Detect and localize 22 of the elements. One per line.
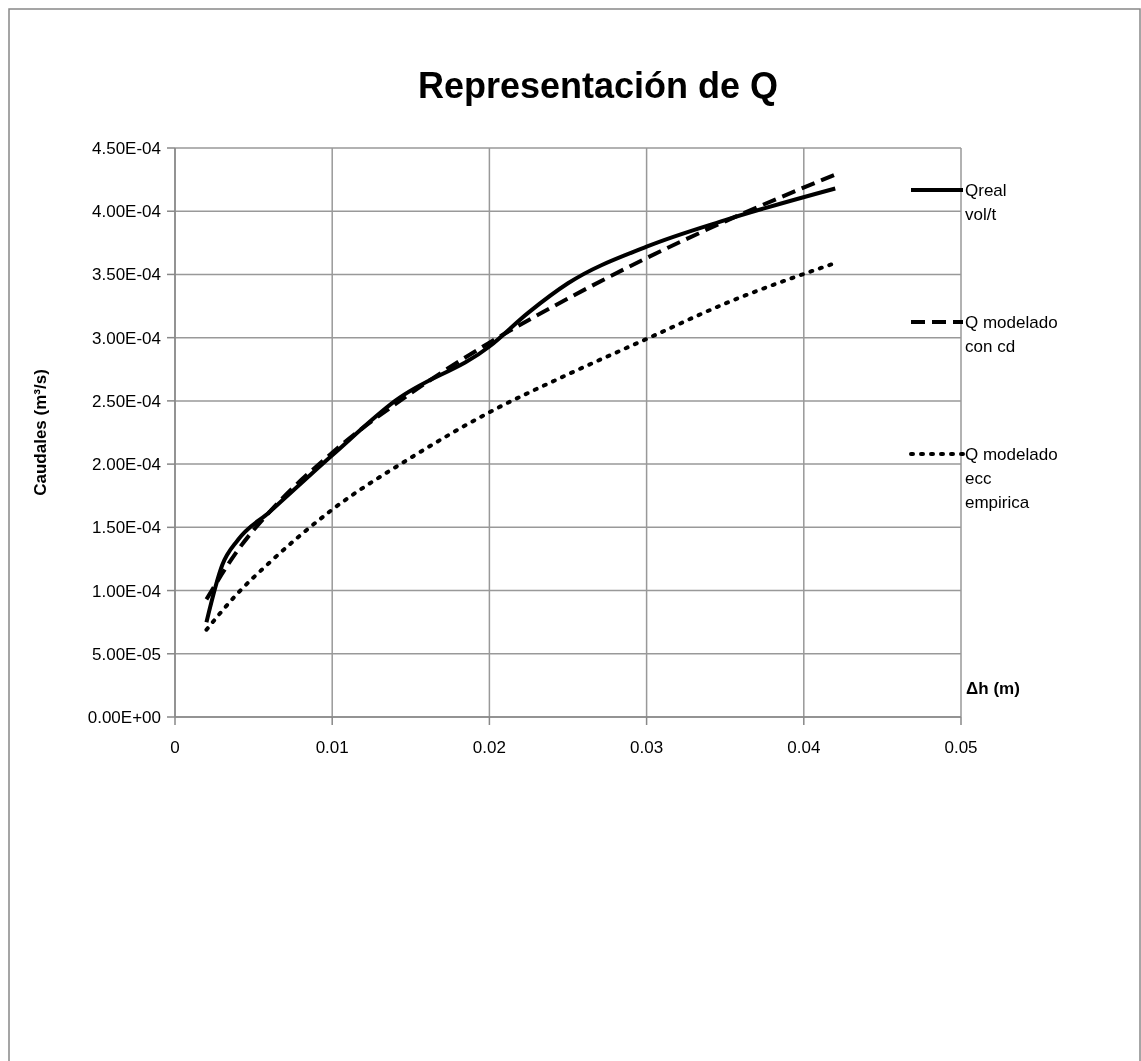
- legend-label: Q modelado con cd: [965, 312, 1058, 356]
- legend-label: Q modelado ecc empirica: [965, 444, 1058, 512]
- legend-label: Qreal vol/t: [965, 180, 1007, 224]
- y-tick-label: 3.00E-04: [92, 328, 161, 348]
- x-axis-title: Δh (m): [966, 679, 1020, 698]
- y-tick-label: 1.50E-04: [92, 518, 161, 538]
- x-tick-label: 0: [170, 738, 180, 757]
- x-tick-label: 0.01: [315, 738, 349, 757]
- chart-title: Representación de Q: [417, 65, 779, 106]
- x-tick-label: 0.03: [630, 738, 664, 757]
- y-tick-label: 2.50E-04: [92, 391, 161, 411]
- y-tick-label: 4.00E-04: [92, 202, 161, 222]
- y-tick-label: 2.00E-04: [92, 455, 161, 475]
- y-axis-title: Caudales (m³/s): [31, 369, 50, 496]
- y-tick-label: 5.00E-05: [92, 644, 161, 664]
- y-tick-label: 0.00E+00: [87, 707, 161, 727]
- y-tick-label: 1.00E-04: [92, 581, 161, 601]
- x-tick-label: 0.04: [787, 738, 821, 757]
- x-tick-label: 0.02: [472, 738, 506, 757]
- y-tick-label: 4.50E-04: [92, 138, 161, 158]
- x-tick-label: 0.05: [944, 738, 978, 757]
- y-tick-label: 3.50E-04: [92, 265, 161, 285]
